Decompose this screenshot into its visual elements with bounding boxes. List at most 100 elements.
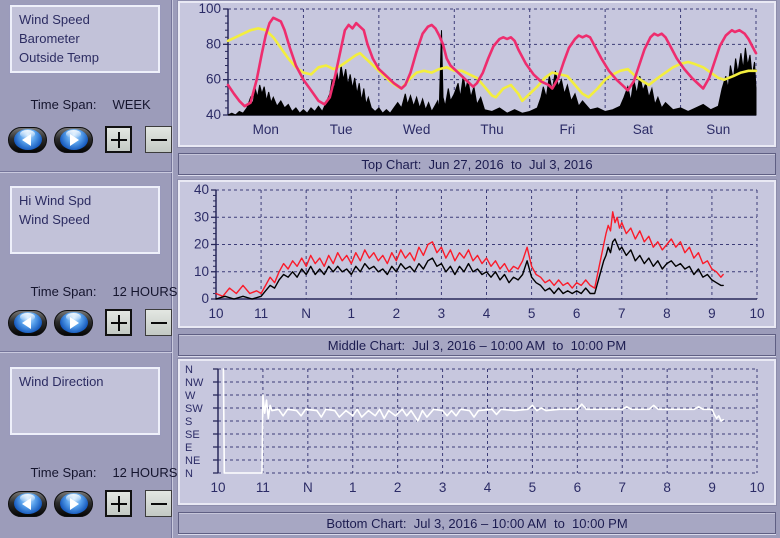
caption-text: Bottom Chart: Jul 3, 2016 – 10:00 AM to … [326, 515, 628, 531]
zoom-out-button[interactable] [145, 490, 172, 517]
svg-text:3: 3 [438, 306, 446, 321]
svg-text:Fri: Fri [560, 122, 576, 137]
svg-text:10: 10 [208, 306, 223, 321]
next-button[interactable] [54, 490, 93, 517]
svg-text:S: S [185, 416, 192, 428]
svg-text:Sat: Sat [633, 122, 654, 137]
left-arrow-icon [13, 493, 42, 514]
time-span: Time Span: 12 HOURS [9, 450, 177, 495]
svg-text:Thu: Thu [480, 122, 503, 137]
bottom-chart-controls: Wind Direction Time Span: 12 HOURS [0, 351, 177, 538]
legend-item[interactable]: Outside Temp [19, 50, 99, 65]
time-span: Time Span: 12 HOURS [9, 269, 177, 314]
zoom-in-button[interactable] [105, 309, 132, 336]
svg-text:Sun: Sun [706, 122, 730, 137]
svg-text:4: 4 [484, 480, 492, 495]
zoom-in-button[interactable] [105, 490, 132, 517]
bottom-chart-caption: Bottom Chart: Jul 3, 2016 – 10:00 AM to … [178, 512, 776, 534]
svg-text:60: 60 [206, 72, 221, 87]
svg-text:5: 5 [528, 306, 536, 321]
time-span-value: 12 HOURS [112, 465, 178, 480]
svg-text:SW: SW [185, 403, 203, 415]
legend-item[interactable]: Hi Wind Spd [19, 193, 92, 208]
top-chart-controls: Wind Speed Barometer Outside Temp Time S… [0, 0, 172, 171]
time-span-value: WEEK [112, 97, 151, 112]
svg-text:9: 9 [708, 480, 716, 495]
time-span-value: 12 HOURS [112, 284, 178, 299]
svg-text:5: 5 [529, 480, 537, 495]
bottom-chart-panel: N NW W SW S SE E NE N 10 11 N 1 2 3 4 5 6 7 8 9 10 [178, 359, 776, 505]
svg-text:11: 11 [254, 306, 268, 321]
top-chart-panel: 40 60 80 100 Mon Tue Wed Thu Fri Sat Sun [178, 1, 776, 147]
svg-text:7: 7 [618, 306, 626, 321]
middle-chart-nav-buttons [8, 309, 172, 336]
svg-text:100: 100 [198, 1, 221, 16]
previous-button[interactable] [8, 126, 47, 153]
top-chart: 40 60 80 100 Mon Tue Wed Thu Fri Sat Sun [198, 1, 758, 137]
svg-text:80: 80 [206, 36, 221, 51]
middle-chart-caption: Middle Chart: Jul 3, 2016 – 10:00 AM to … [178, 334, 776, 356]
next-button[interactable] [54, 309, 93, 336]
svg-text:N: N [185, 364, 193, 376]
zoom-out-button[interactable] [145, 126, 172, 153]
svg-text:Mon: Mon [253, 122, 279, 137]
time-span-label: Time Span: [30, 465, 97, 480]
right-arrow-icon [59, 129, 88, 150]
time-span-label: Time Span: [30, 284, 97, 299]
svg-text:6: 6 [573, 306, 581, 321]
svg-text:NW: NW [185, 377, 204, 389]
legend-item[interactable]: Wind Speed [19, 12, 90, 27]
time-span-label: Time Span: [30, 97, 97, 112]
svg-text:40: 40 [194, 182, 209, 197]
top-chart-caption: Top Chart: Jun 27, 2016 to Jul 3, 2016 [178, 153, 776, 175]
legend-item[interactable]: Barometer [19, 31, 80, 46]
svg-text:N: N [185, 468, 193, 480]
svg-text:10: 10 [194, 264, 209, 279]
svg-text:Tue: Tue [330, 122, 353, 137]
middle-chart-legend-list[interactable]: Hi Wind Spd Wind Speed [10, 186, 160, 254]
control-sidebar: Wind Speed Barometer Outside Temp Time S… [0, 0, 177, 538]
svg-text:7: 7 [618, 480, 626, 495]
svg-text:10: 10 [749, 306, 764, 321]
bottom-chart-legend-list[interactable]: Wind Direction [10, 367, 160, 435]
svg-text:1: 1 [347, 306, 355, 321]
svg-text:10: 10 [210, 480, 225, 495]
middle-chart-panel: 0 10 20 30 40 10 11 N 1 2 3 4 5 6 7 8 9 10 [178, 180, 776, 328]
left-arrow-icon [13, 129, 42, 150]
svg-text:11: 11 [256, 480, 270, 495]
svg-text:NE: NE [185, 455, 200, 467]
zoom-out-button[interactable] [145, 309, 172, 336]
legend-item[interactable]: Wind Speed [19, 212, 90, 227]
caption-text: Middle Chart: Jul 3, 2016 – 10:00 AM to … [327, 337, 627, 353]
right-arrow-icon [59, 493, 88, 514]
svg-text:20: 20 [194, 237, 209, 252]
previous-button[interactable] [8, 309, 47, 336]
svg-text:8: 8 [663, 480, 671, 495]
top-chart-nav-buttons [8, 126, 172, 153]
next-button[interactable] [54, 126, 93, 153]
svg-text:2: 2 [394, 480, 402, 495]
svg-text:3: 3 [439, 480, 447, 495]
svg-text:0: 0 [201, 291, 209, 306]
right-arrow-icon [59, 312, 88, 333]
svg-text:2: 2 [393, 306, 401, 321]
svg-text:30: 30 [194, 209, 209, 224]
svg-text:N: N [303, 480, 313, 495]
svg-text:9: 9 [708, 306, 716, 321]
previous-button[interactable] [8, 490, 47, 517]
svg-text:40: 40 [206, 107, 221, 122]
zoom-in-button[interactable] [105, 126, 132, 153]
svg-text:10: 10 [749, 480, 764, 495]
left-arrow-icon [13, 312, 42, 333]
svg-text:W: W [185, 390, 196, 402]
caption-text: Top Chart: Jun 27, 2016 to Jul 3, 2016 [361, 156, 593, 172]
legend-item[interactable]: Wind Direction [19, 374, 104, 389]
top-chart-legend-list[interactable]: Wind Speed Barometer Outside Temp [10, 5, 160, 73]
middle-chart-controls: Hi Wind Spd Wind Speed Time Span: 12 HOUR… [0, 171, 177, 351]
svg-text:N: N [301, 306, 311, 321]
svg-text:SE: SE [185, 429, 200, 441]
svg-text:1: 1 [349, 480, 357, 495]
svg-text:6: 6 [574, 480, 582, 495]
